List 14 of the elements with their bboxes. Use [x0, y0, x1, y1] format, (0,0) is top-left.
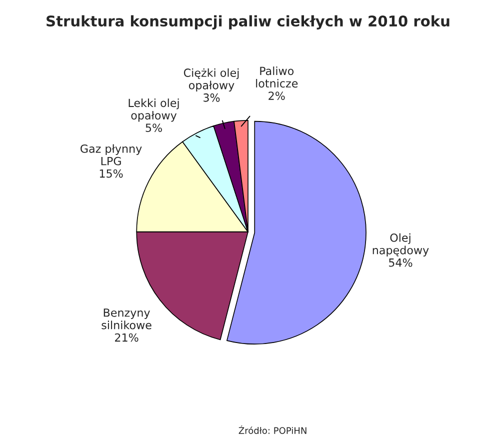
slice-label: Olej napędowy: [372, 233, 429, 256]
data-label: 15%: [100, 169, 123, 178]
data-label: 21%: [115, 333, 138, 342]
slice-label: Lekki olej opałowy: [128, 98, 179, 122]
data-label: 3%: [204, 93, 220, 102]
slice-label: Ciężki olej opałowy: [184, 68, 239, 92]
slice-label: Gaz płynny LPG: [80, 144, 142, 166]
slice-label: Benzyny silnikowe: [102, 308, 152, 330]
data-label: 5%: [146, 124, 162, 132]
text: Źródło: POPiHN: [238, 425, 306, 434]
slice-label: Paliwo lotnicze: [256, 66, 298, 88]
data-label: 54%: [389, 258, 412, 267]
chart-title: Struktura konsumpcji paliw ciekłych w 2010 roku: [46, 15, 450, 30]
data-label: 2%: [268, 92, 285, 100]
